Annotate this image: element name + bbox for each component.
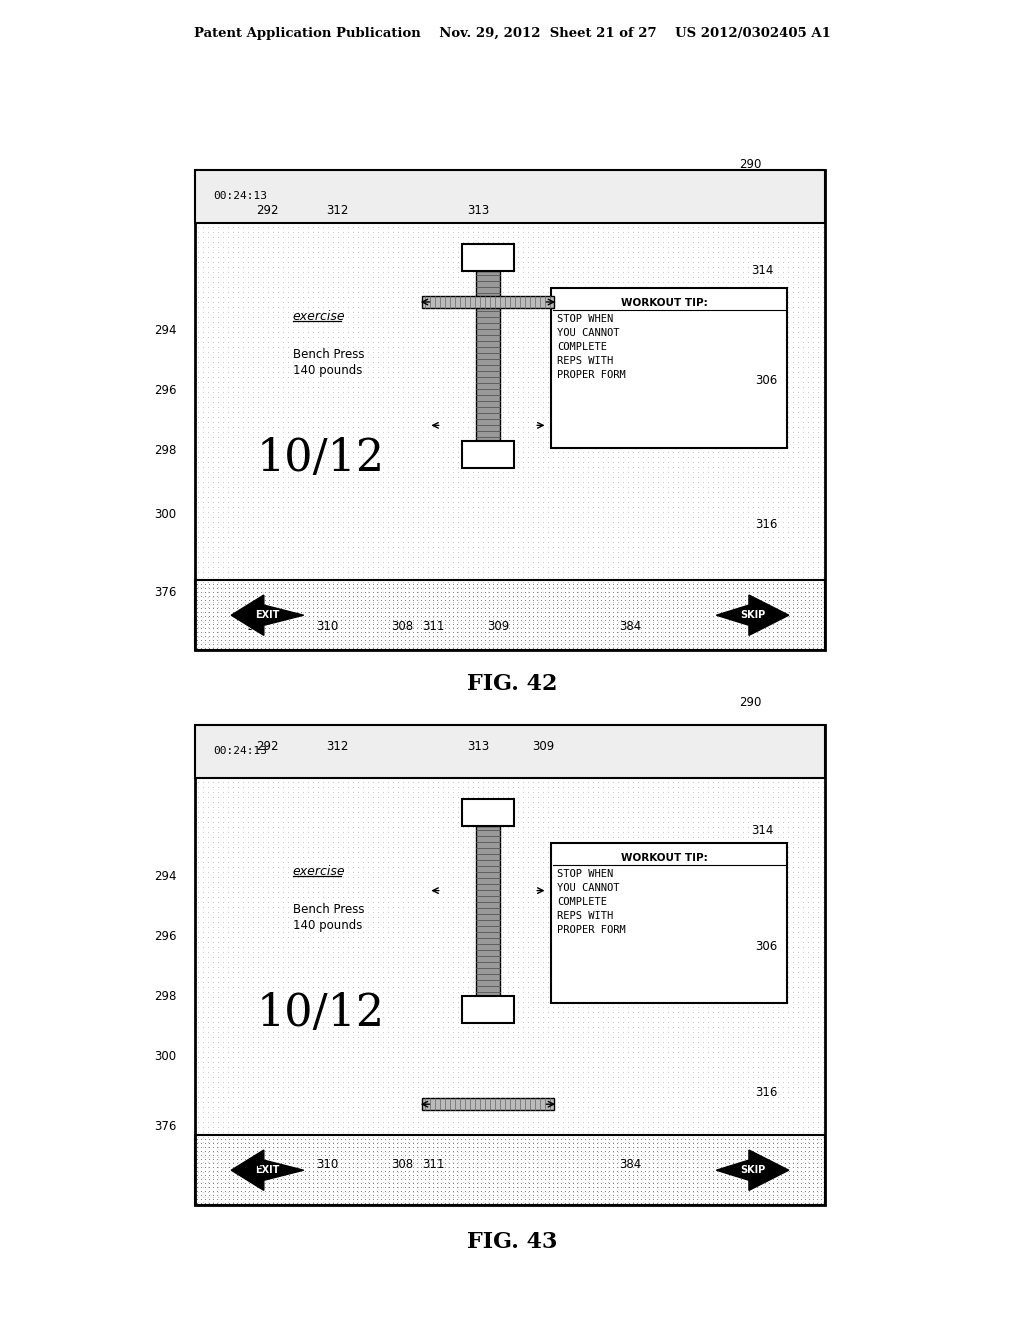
Text: 313: 313 [467,203,489,216]
Text: EXIT: EXIT [255,610,280,620]
Text: 306: 306 [755,940,777,953]
Text: 376: 376 [154,586,176,598]
Text: 294: 294 [154,323,176,337]
Text: 298: 298 [154,444,176,457]
Text: 290: 290 [738,158,761,172]
Bar [195,1135,825,1205]
Text: 311: 311 [422,1159,444,1172]
Text: 140 pounds: 140 pounds [293,919,362,932]
Polygon shape [231,1150,304,1191]
Bar [551,842,787,1003]
Text: SKIP: SKIP [740,1166,765,1175]
Text: 298: 298 [154,990,176,1003]
Bar [195,581,825,649]
Text: 94: 94 [247,620,261,634]
Text: 292: 292 [256,203,279,216]
Text: Bench Press: Bench Press [293,347,365,360]
Text: Bench Press: Bench Press [293,903,365,916]
Text: exercise: exercise [293,310,345,323]
Text: 314: 314 [751,824,773,837]
Text: 300: 300 [154,1051,176,1064]
Text: 10/12: 10/12 [257,437,385,479]
Bar [422,1098,554,1110]
Text: 140 pounds: 140 pounds [293,363,362,376]
Text: 300: 300 [154,508,176,521]
Text: 313: 313 [467,741,489,754]
Bar [195,170,825,223]
Text: 314: 314 [751,264,773,276]
Text: 292: 292 [256,741,279,754]
Bar [551,288,787,449]
Text: Patent Application Publication    Nov. 29, 2012  Sheet 21 of 27    US 2012/03024: Patent Application Publication Nov. 29, … [194,26,830,40]
Text: EXIT: EXIT [255,1166,280,1175]
Text: 310: 310 [315,1159,338,1172]
Text: 296: 296 [154,931,176,944]
Text: 384: 384 [618,620,641,634]
Bar [462,441,514,467]
Text: FIG. 43: FIG. 43 [467,1232,557,1253]
Text: 312: 312 [326,741,348,754]
Text: 00:24:13: 00:24:13 [213,191,267,202]
Bar [462,997,514,1023]
Text: FIG. 42: FIG. 42 [467,673,557,696]
Bar [476,271,500,441]
Text: 309: 309 [531,741,554,754]
Text: 290: 290 [738,696,761,709]
Bar [462,800,514,826]
Bar [195,725,825,777]
Text: 309: 309 [486,620,509,634]
Text: 306: 306 [755,374,777,387]
Text: 311: 311 [422,620,444,634]
Text: 312: 312 [326,203,348,216]
Text: 308: 308 [391,620,413,634]
Text: 310: 310 [315,620,338,634]
Text: 316: 316 [755,519,777,532]
Text: 00:24:13: 00:24:13 [213,746,267,756]
Bar [462,244,514,271]
Text: WORKOUT TIP:: WORKOUT TIP: [621,853,708,862]
Polygon shape [717,1150,788,1191]
Text: SKIP: SKIP [740,610,765,620]
Text: exercise: exercise [293,865,345,878]
Text: 296: 296 [154,384,176,396]
Text: 384: 384 [618,1159,641,1172]
Text: STOP WHEN
YOU CANNOT
COMPLETE
REPS WITH
PROPER FORM: STOP WHEN YOU CANNOT COMPLETE REPS WITH … [557,314,626,380]
Bar [195,725,825,1205]
Polygon shape [717,595,788,635]
Polygon shape [231,595,304,635]
Text: 316: 316 [755,1085,777,1098]
Text: 376: 376 [154,1121,176,1134]
Text: WORKOUT TIP:: WORKOUT TIP: [621,297,708,308]
Text: STOP WHEN
YOU CANNOT
COMPLETE
REPS WITH
PROPER FORM: STOP WHEN YOU CANNOT COMPLETE REPS WITH … [557,869,626,935]
Bar [476,826,500,997]
Bar [195,170,825,649]
Bar [422,296,554,308]
Text: 308: 308 [391,1159,413,1172]
Text: 94: 94 [247,1159,261,1172]
Text: 294: 294 [154,870,176,883]
Text: 10/12: 10/12 [257,991,385,1035]
